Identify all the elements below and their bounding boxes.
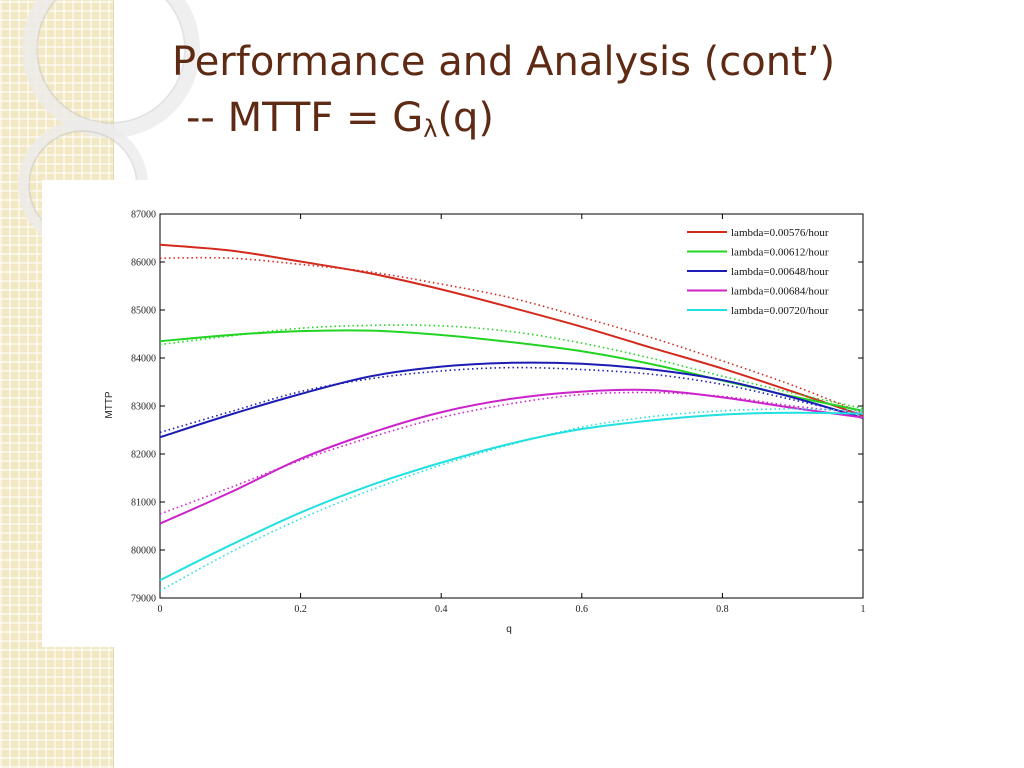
title-line-2-prefix: -- MTTF = G — [186, 95, 424, 141]
y-tick-label: 82000 — [131, 450, 156, 461]
series-solid-line-5 — [159, 411, 864, 582]
title-lambda-subscript: λ — [423, 115, 438, 143]
legend-label-3: lambda=0.00648/hour — [731, 266, 829, 278]
axes: 79000 80000 81000 82000 83000 84000 85000 86000… — [131, 210, 866, 616]
y-tick-label: 84000 — [131, 354, 156, 365]
series-dotted-line-3 — [159, 366, 864, 434]
x-tick-label: 0 — [158, 604, 163, 615]
series-solid-line-4 — [159, 388, 864, 525]
y-tick-label: 85000 — [131, 306, 156, 317]
legend-label-4: lambda=0.00684/hour — [731, 286, 829, 298]
x-tick-label: 0.6 — [576, 604, 589, 615]
series-solid-line-3 — [159, 361, 864, 439]
legend-label-1: lambda=0.00576/hour — [731, 227, 829, 239]
series-solid-line-1 — [159, 243, 864, 417]
slide-title: Performance and Analysis (cont’) -- MTTF… — [172, 34, 992, 157]
x-tick-label: 0.8 — [716, 604, 729, 615]
series-dotted-line-5 — [159, 408, 864, 592]
x-tick-label: 0.4 — [435, 604, 448, 615]
chart-panel: 79000 80000 81000 82000 83000 84000 85000 86000… — [42, 180, 1024, 647]
y-axis-label: MTTP — [104, 391, 115, 419]
y-tick-label: 83000 — [131, 402, 156, 413]
title-line-2: -- MTTF = Gλ(q) — [172, 90, 992, 157]
legend-label-5: lambda=0.00720/hour — [731, 305, 829, 317]
title-line-1: Performance and Analysis (cont’) — [172, 39, 836, 85]
y-tick-label: 79000 — [131, 594, 156, 605]
series-dotted-line-2 — [159, 324, 864, 410]
y-tick-label: 80000 — [131, 546, 156, 557]
series-dotted-line-1 — [159, 256, 864, 414]
series-dotted-line-4 — [159, 391, 864, 515]
y-tick-label: 81000 — [131, 498, 156, 509]
mttf-line-chart: 79000 80000 81000 82000 83000 84000 85000 86000… — [104, 210, 866, 636]
title-line-2-suffix: (q) — [437, 95, 495, 141]
legend: lambda=0.00576/hour lambda=0.00612/hour la… — [687, 227, 829, 317]
y-tick-label: 87000 — [131, 210, 156, 221]
y-tick-label: 86000 — [131, 258, 156, 269]
legend-label-2: lambda=0.00612/hour — [731, 247, 829, 259]
x-tick-label: 0.2 — [294, 604, 307, 615]
x-axis-label: q — [506, 624, 512, 635]
x-tick-label: 1 — [861, 604, 866, 615]
series-lines — [159, 243, 864, 592]
